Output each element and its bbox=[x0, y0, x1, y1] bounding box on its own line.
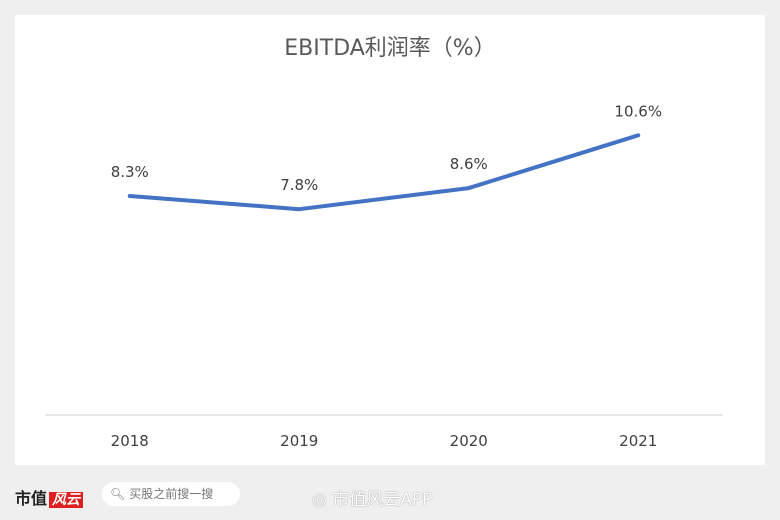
logo: 市值 风云 bbox=[15, 485, 84, 509]
data-label: 8.6% bbox=[450, 155, 488, 173]
x-tick-label: 2020 bbox=[450, 432, 488, 450]
x-tick-label: 2019 bbox=[280, 432, 318, 450]
chart-title: EBITDA利润率（%） bbox=[284, 36, 496, 61]
weibo-icon: ◎ bbox=[312, 490, 333, 510]
data-label: 7.8% bbox=[280, 176, 318, 194]
series-line bbox=[127, 133, 641, 212]
chart-card bbox=[15, 15, 765, 465]
data-label: 10.6% bbox=[614, 102, 662, 120]
logo-badge: 风云 bbox=[49, 492, 84, 508]
footer-bar: 市值 风云 🔍︎ 买股之前搜一搜 ◎ 市值风云APP bbox=[0, 465, 780, 520]
x-tick-label: 2021 bbox=[619, 432, 657, 450]
weibo-watermark: ◎ 市值风云APP bbox=[312, 485, 432, 510]
x-tick-label: 2018 bbox=[111, 432, 149, 450]
search-input[interactable]: 🔍︎ 买股之前搜一搜 bbox=[102, 482, 240, 506]
logo-text: 市值 bbox=[15, 489, 48, 508]
watermark-text: 市值风云APP bbox=[332, 490, 433, 510]
search-icon: 🔍︎ bbox=[110, 487, 126, 501]
line-chart: 8.3% 2018 7.8% 2019 8.6% 2020 10.6% 2021 bbox=[45, 102, 723, 450]
data-label: 8.3% bbox=[111, 163, 149, 181]
search-placeholder: 买股之前搜一搜 bbox=[129, 487, 214, 501]
